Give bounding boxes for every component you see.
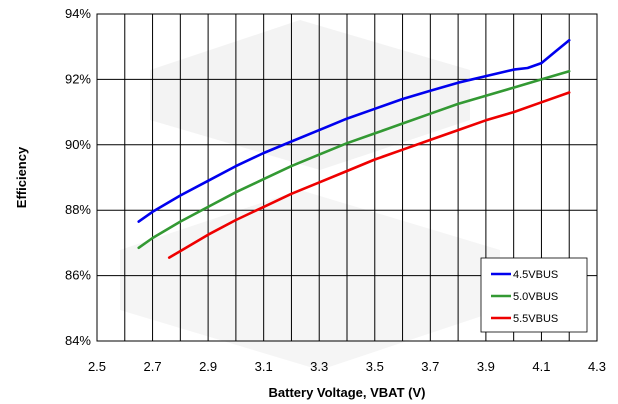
y-tick-label: 94% xyxy=(65,6,91,21)
x-tick-label: 3.9 xyxy=(477,359,495,374)
y-tick-label: 90% xyxy=(65,137,91,152)
plot-area xyxy=(96,13,598,342)
legend-label: 5.5VBUS xyxy=(513,313,558,325)
x-tick-label: 3.5 xyxy=(366,359,384,374)
y-tick-label: 92% xyxy=(65,71,91,86)
y-tick-label: 84% xyxy=(65,333,91,348)
x-tick-label: 2.5 xyxy=(88,359,106,374)
x-tick-label: 4.1 xyxy=(532,359,550,374)
x-tick-label: 3.1 xyxy=(255,359,273,374)
watermark-shape xyxy=(150,20,470,170)
series-line-5-0vbus xyxy=(137,69,571,250)
x-axis-title: Battery Voltage, VBAT (V) xyxy=(269,385,426,400)
x-tick-label: 3.7 xyxy=(421,359,439,374)
legend: 4.5VBUS 5.0VBUS 5.5VBUS xyxy=(480,257,588,333)
watermark xyxy=(120,20,500,370)
series-lines xyxy=(137,38,571,259)
series-line-4-5vbus xyxy=(137,38,571,223)
x-tick-label: 4.3 xyxy=(588,359,606,374)
watermark-shape xyxy=(120,190,500,370)
y-tick-label: 86% xyxy=(65,268,91,283)
x-tick-label: 3.3 xyxy=(310,359,328,374)
legend-label: 5.0VBUS xyxy=(513,291,558,303)
x-tick-label: 2.9 xyxy=(199,359,217,374)
series-line-5-5vbus xyxy=(167,91,571,259)
tick-labels: 2.5 2.7 2.9 3.1 3.3 3.5 3.7 3.9 4.1 4.3 84% 86% 88% 9… xyxy=(65,6,606,374)
y-tick-label: 88% xyxy=(65,202,91,217)
y-axis-title: Efficiency xyxy=(14,146,29,208)
x-tick-label: 2.7 xyxy=(144,359,162,374)
legend-label: 4.5VBUS xyxy=(513,269,558,281)
